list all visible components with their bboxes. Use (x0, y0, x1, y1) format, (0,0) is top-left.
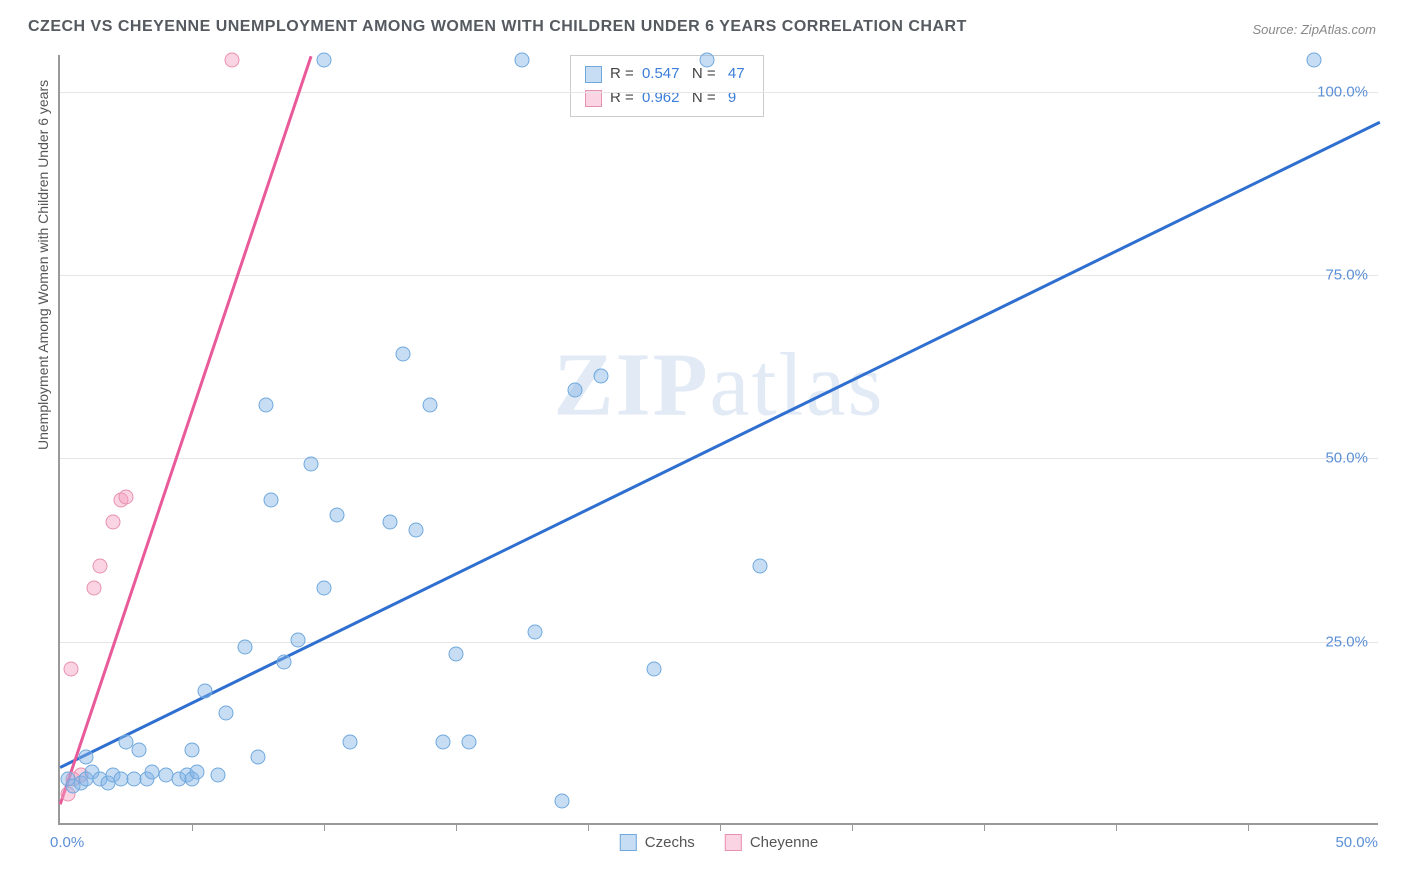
legend-item: Czechs (620, 834, 695, 851)
x-tick (456, 823, 457, 831)
x-tick-label: 50.0% (1335, 834, 1378, 851)
point-cheyenne (105, 515, 120, 530)
point-czech (190, 764, 205, 779)
gridline-h (60, 92, 1378, 93)
point-cheyenne (63, 662, 78, 677)
x-tick (1116, 823, 1117, 831)
point-czech (462, 735, 477, 750)
point-czech (647, 662, 662, 677)
legend-label: Cheyenne (750, 834, 818, 851)
chart-title: CZECH VS CHEYENNE UNEMPLOYMENT AMONG WOM… (28, 18, 967, 36)
x-tick (588, 823, 589, 831)
y-tick-label: 100.0% (1317, 83, 1368, 100)
legend-swatch (620, 834, 637, 851)
point-czech (1307, 53, 1322, 68)
point-czech (343, 735, 358, 750)
gridline-h (60, 275, 1378, 276)
point-czech (554, 794, 569, 809)
point-czech (132, 742, 147, 757)
point-czech (396, 346, 411, 361)
legend-item: Cheyenne (725, 834, 818, 851)
point-czech (567, 383, 582, 398)
point-czech (219, 706, 234, 721)
point-czech (594, 368, 609, 383)
watermark: ZIPatlas (554, 334, 885, 437)
x-tick (324, 823, 325, 831)
gridline-h (60, 458, 1378, 459)
y-axis-label: Unemployment Among Women with Children U… (35, 80, 51, 450)
point-czech (277, 654, 292, 669)
legend-swatch (725, 834, 742, 851)
point-czech (264, 493, 279, 508)
point-czech (211, 768, 226, 783)
point-czech (409, 522, 424, 537)
source-label: Source: ZipAtlas.com (1252, 22, 1376, 37)
y-tick-label: 25.0% (1325, 633, 1368, 650)
point-cheyenne (224, 53, 239, 68)
point-czech (237, 640, 252, 655)
point-czech (528, 625, 543, 640)
point-cheyenne (92, 559, 107, 574)
y-tick-label: 50.0% (1325, 450, 1368, 467)
point-czech (258, 398, 273, 413)
x-tick (1248, 823, 1249, 831)
point-czech (422, 398, 437, 413)
x-tick (852, 823, 853, 831)
stats-legend: R = 0.547 N = 47R = 0.962 N = 9 (570, 55, 764, 117)
point-czech (515, 53, 530, 68)
point-cheyenne (87, 581, 102, 596)
x-tick (720, 823, 721, 831)
point-czech (317, 581, 332, 596)
legend-stat-text: R = 0.962 N = 9 (610, 86, 740, 110)
point-czech (290, 632, 305, 647)
point-czech (303, 456, 318, 471)
point-czech (330, 508, 345, 523)
point-czech (435, 735, 450, 750)
trendline-cheyenne (59, 56, 312, 805)
point-czech (449, 647, 464, 662)
point-cheyenne (119, 489, 134, 504)
x-tick (192, 823, 193, 831)
x-tick (984, 823, 985, 831)
plot-area: ZIPatlas R = 0.547 N = 47R = 0.962 N = 9… (58, 55, 1378, 825)
point-czech (198, 684, 213, 699)
gridline-h (60, 642, 1378, 643)
point-czech (317, 53, 332, 68)
point-czech (79, 750, 94, 765)
series-legend: Czechs Cheyenne (620, 834, 818, 851)
point-czech (699, 53, 714, 68)
legend-swatch (585, 66, 602, 83)
y-tick-label: 75.0% (1325, 267, 1368, 284)
x-tick-label: 0.0% (50, 834, 84, 851)
point-czech (185, 742, 200, 757)
point-czech (251, 750, 266, 765)
legend-stat-text: R = 0.547 N = 47 (610, 62, 749, 86)
point-czech (383, 515, 398, 530)
legend-label: Czechs (645, 834, 695, 851)
point-czech (752, 559, 767, 574)
